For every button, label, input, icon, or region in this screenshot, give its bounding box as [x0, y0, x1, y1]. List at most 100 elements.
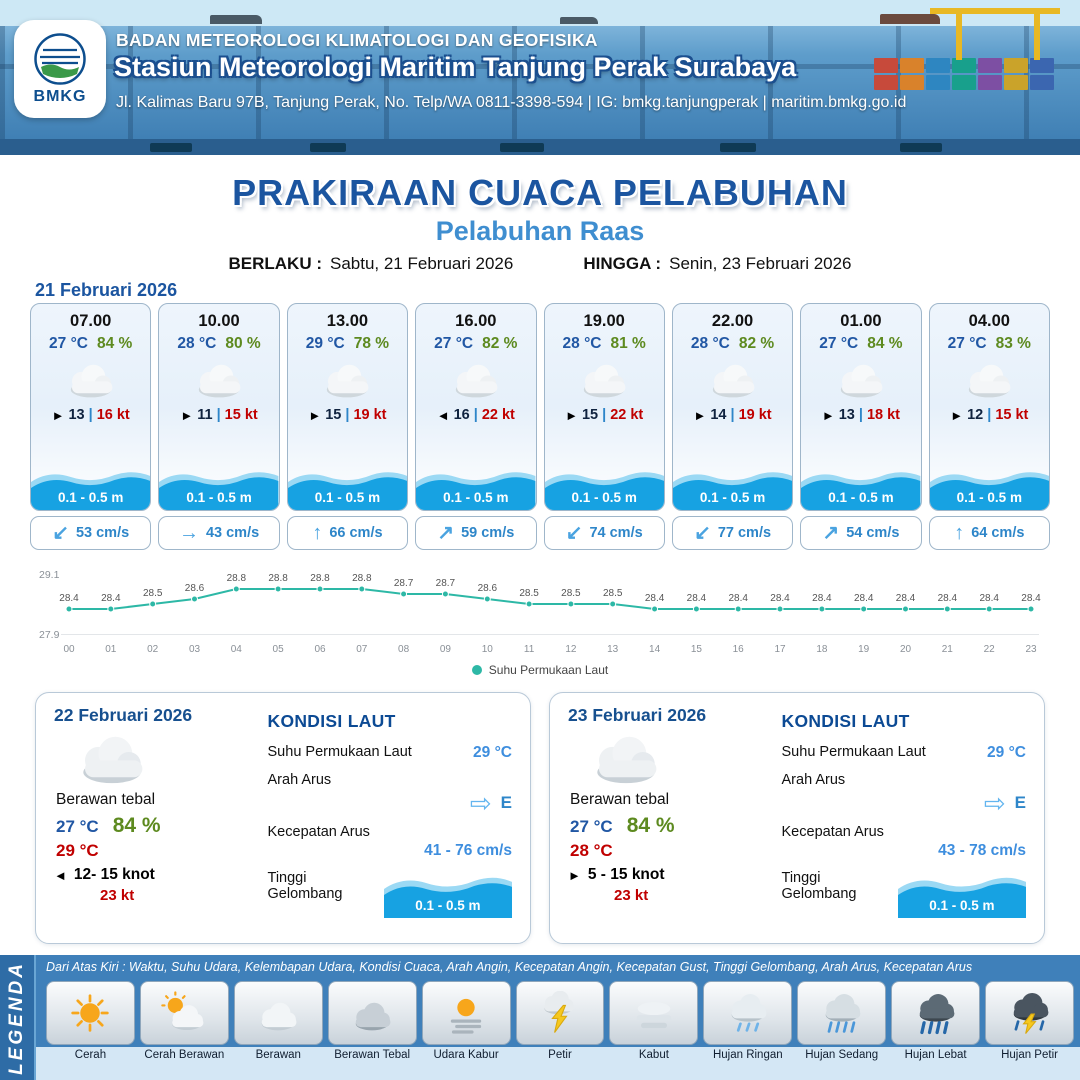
- legend-item-label: Berawan: [255, 1049, 301, 1061]
- svg-text:28.4: 28.4: [812, 593, 832, 604]
- gust-speed-value: 18 kt: [866, 407, 900, 423]
- svg-text:28.4: 28.4: [979, 593, 999, 604]
- current-direction-value: E: [500, 793, 512, 812]
- temperature-value: 28 °C: [562, 335, 602, 352]
- forecast-card: 01.00 27 °C 84 % ► 13: [800, 303, 922, 550]
- wind-direction-icon: ►: [565, 407, 578, 423]
- cloud-icon: [575, 360, 633, 403]
- temperature-value: 27 °C: [570, 817, 613, 836]
- svg-text:20: 20: [900, 644, 912, 655]
- svg-text:28.7: 28.7: [436, 578, 456, 589]
- current-speed-value: 54 cm/s: [846, 525, 900, 541]
- wind-separator: |: [345, 407, 350, 423]
- daily-forecast-cards: 22 Februari 2026 Berawan tebal 27 °C 84 …: [35, 692, 1045, 944]
- cloud-icon: [584, 730, 770, 789]
- current-box: ↑ 64 cm/s: [928, 516, 1050, 550]
- bmkg-globe-icon: [34, 33, 86, 85]
- wave-height-band: 0.1 - 0.5 m: [416, 464, 536, 510]
- svg-text:28.7: 28.7: [394, 578, 414, 589]
- wind-direction-icon: ►: [568, 867, 581, 883]
- forecast-card: 04.00 27 °C 83 % ► 12: [928, 303, 1050, 550]
- legend-item: Udara Kabur: [421, 981, 511, 1061]
- sea-condition-column: KONDISI LAUT Suhu Permukaan Laut 29 °C A…: [782, 705, 1026, 931]
- address-line: Jl. Kalimas Baru 97B, Tanjung Perak, No.…: [116, 94, 907, 111]
- crane-icon: [956, 8, 962, 60]
- forecast-card-main: 04.00 27 °C 83 % ► 12: [928, 303, 1050, 511]
- legend-item-label: Hujan Ringan: [712, 1049, 783, 1061]
- humidity-value: 84 %: [626, 814, 675, 837]
- validity-row: BERLAKU : Sabtu, 21 Februari 2026 HINGGA…: [0, 254, 1080, 274]
- humidity-value: 84 %: [96, 335, 133, 352]
- forecast-card-main: 16.00 27 °C 82 % ◄ 16: [415, 303, 537, 511]
- svg-text:28.4: 28.4: [645, 593, 665, 604]
- wind-separator: |: [858, 407, 863, 423]
- legend-item-label: Udara Kabur: [433, 1049, 499, 1061]
- cloud-icon: [960, 360, 1018, 403]
- cloud-icon: [190, 360, 248, 403]
- day1-date-label: 21 Februari 2026: [35, 280, 178, 300]
- svg-text:05: 05: [273, 644, 285, 655]
- time-label: 16.00: [455, 312, 497, 330]
- cloud-icon: [233, 981, 323, 1045]
- svg-text:28.4: 28.4: [101, 593, 121, 604]
- wind-speed-value: 15: [325, 407, 342, 423]
- svg-text:28.4: 28.4: [770, 593, 790, 604]
- forecast-card: 07.00 27 °C 84 % ► 13: [30, 303, 152, 550]
- legend-item: Berawan: [233, 981, 323, 1061]
- day-forecast-card: 23 Februari 2026 Berawan tebal 27 °C 84 …: [549, 692, 1045, 944]
- wind-row: ◄ 16 | 22 kt: [437, 407, 515, 423]
- wave-height-value: 0.1 - 0.5 m: [314, 490, 381, 505]
- wind-separator: |: [88, 407, 93, 423]
- temp-humidity-row: 28 °C 80 %: [177, 335, 260, 353]
- temp-humidity-row: 27 °C 84 %: [56, 814, 256, 838]
- cloud-icon: [447, 360, 505, 403]
- wind-speed-value: 16: [453, 407, 470, 423]
- wind-direction-icon: ►: [821, 407, 835, 423]
- svg-text:28.8: 28.8: [310, 573, 330, 584]
- wind-speed-value: 13: [838, 407, 855, 423]
- temperature-value: 28 °C: [177, 335, 217, 352]
- legend-item: Cerah: [46, 981, 135, 1061]
- wave-height-value: 0.1 - 0.5 m: [186, 490, 252, 505]
- svg-text:07: 07: [356, 644, 368, 655]
- svg-text:28.4: 28.4: [728, 593, 748, 604]
- current-direction-icon: ↑: [954, 522, 965, 544]
- svg-text:28.8: 28.8: [268, 573, 288, 584]
- wind-range-value: 12- 15 knot: [73, 866, 155, 883]
- forecast-card-main: 13.00 29 °C 78 % ► 15: [286, 303, 409, 511]
- gust-speed-value: 16 kt: [96, 407, 130, 423]
- gust-speed-value: 22 kt: [481, 407, 515, 423]
- svg-text:15: 15: [691, 644, 703, 655]
- current-speed-label: Kecepatan Arus: [781, 824, 884, 840]
- current-direction-icon: ↙: [52, 522, 69, 544]
- temp-humidity-row: 27 °C 83 %: [948, 335, 1031, 353]
- fog-icon: [609, 981, 699, 1045]
- wave-graphic: [287, 472, 408, 510]
- wave-height-band: 0.1 - 0.5 m: [31, 464, 151, 510]
- gust-speed-value: 23 kt: [100, 887, 135, 904]
- current-speed-label: Kecepatan Arus: [267, 824, 370, 840]
- forecast-card-main: 07.00 27 °C 84 % ► 13: [30, 303, 152, 511]
- humidity-value: 80 %: [225, 335, 261, 352]
- rain-heavy-icon: [891, 981, 981, 1045]
- svg-text:28.6: 28.6: [185, 583, 205, 594]
- port-name: Pelabuhan Raas: [435, 216, 645, 246]
- berlaku-label: BERLAKU :: [228, 254, 322, 273]
- wave-graphic: [929, 472, 1049, 510]
- legend-item: Berawan Tebal: [327, 981, 417, 1061]
- wind-direction-icon: ►: [51, 407, 65, 423]
- humidity-value: 84 %: [112, 814, 161, 837]
- date-label: 23 Februari 2026: [568, 705, 707, 725]
- svg-text:11: 11: [524, 644, 535, 655]
- temp-humidity-row: 27 °C 84 %: [819, 335, 902, 353]
- temperature-value: 27 °C: [947, 335, 987, 352]
- cloud-dark-icon: [327, 981, 417, 1045]
- svg-text:09: 09: [440, 644, 452, 655]
- svg-text:28.4: 28.4: [687, 593, 707, 604]
- crane-icon: [930, 8, 1060, 14]
- sst-value: 29 °C: [473, 744, 512, 761]
- container-stack-decoration: [874, 58, 1054, 90]
- header-banner: BMKG BADAN METEOROLOGI KLIMATOLOGI DAN G…: [0, 0, 1080, 155]
- current-speed-value: 77 cm/s: [717, 525, 772, 541]
- current-direction-icon: ↑: [312, 522, 323, 544]
